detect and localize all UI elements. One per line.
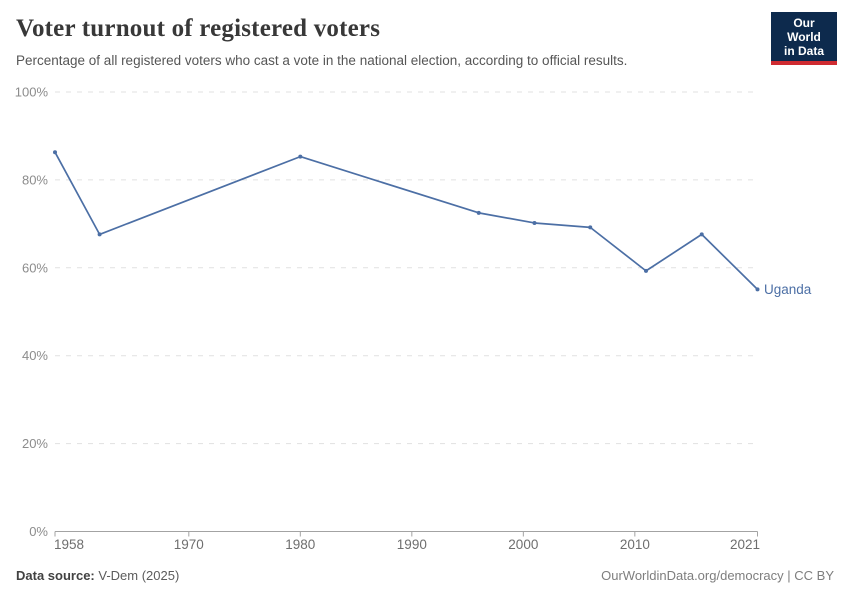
data-point-uganda-2011: [643, 268, 648, 273]
series-label-uganda: Uganda: [764, 282, 812, 297]
x-tick-label-2021: 2021: [730, 537, 760, 552]
y-tick-label-20: 20%: [22, 436, 48, 451]
owid-logo: Our World in Data: [771, 12, 837, 65]
x-tick-label-1980: 1980: [285, 537, 315, 552]
data-point-uganda-1980: [298, 154, 303, 159]
data-point-uganda-1962: [97, 232, 102, 237]
license-credit: OurWorldinData.org/democracy | CC BY: [601, 568, 834, 583]
y-tick-label-40: 40%: [22, 348, 48, 363]
data-point-uganda-2016: [699, 232, 704, 237]
y-tick-label-100: 100%: [15, 85, 49, 100]
data-point-uganda-2001: [532, 220, 537, 225]
data-point-uganda-2006: [588, 225, 593, 230]
owid-logo-line1: Our World: [787, 16, 821, 44]
data-point-uganda-1958: [53, 150, 57, 155]
data-source-label: Data source:: [16, 568, 95, 583]
data-point-uganda-2021: [755, 287, 760, 292]
data-point-uganda-1996: [476, 210, 481, 215]
y-tick-label-60: 60%: [22, 260, 48, 275]
x-tick-label-2010: 2010: [620, 537, 650, 552]
chart-subtitle: Percentage of all registered voters who …: [16, 53, 628, 68]
data-source-value: V-Dem (2025): [94, 568, 180, 583]
owid-logo-line2: in Data: [783, 44, 824, 58]
page-title: Voter turnout of registered voters: [16, 15, 381, 42]
x-tick-label-1970: 1970: [174, 537, 204, 552]
x-tick-label-2000: 2000: [508, 537, 538, 552]
y-tick-label-0: 0%: [29, 524, 48, 539]
chart-footer: Data source: V-Dem (2025) OurWorldinData…: [16, 568, 834, 583]
voter-turnout-line-chart: 0% 20% 40% 60% 80% 100% 1958 1970 1980 1990 2000 20…: [15, 85, 812, 552]
y-tick-label-80: 80%: [22, 172, 48, 187]
series-line-uganda: [54, 151, 759, 291]
x-tick-label-1990: 1990: [397, 537, 427, 552]
x-tick-label-1958: 1958: [54, 537, 84, 552]
data-source-note: Data source: V-Dem (2025): [16, 568, 179, 583]
